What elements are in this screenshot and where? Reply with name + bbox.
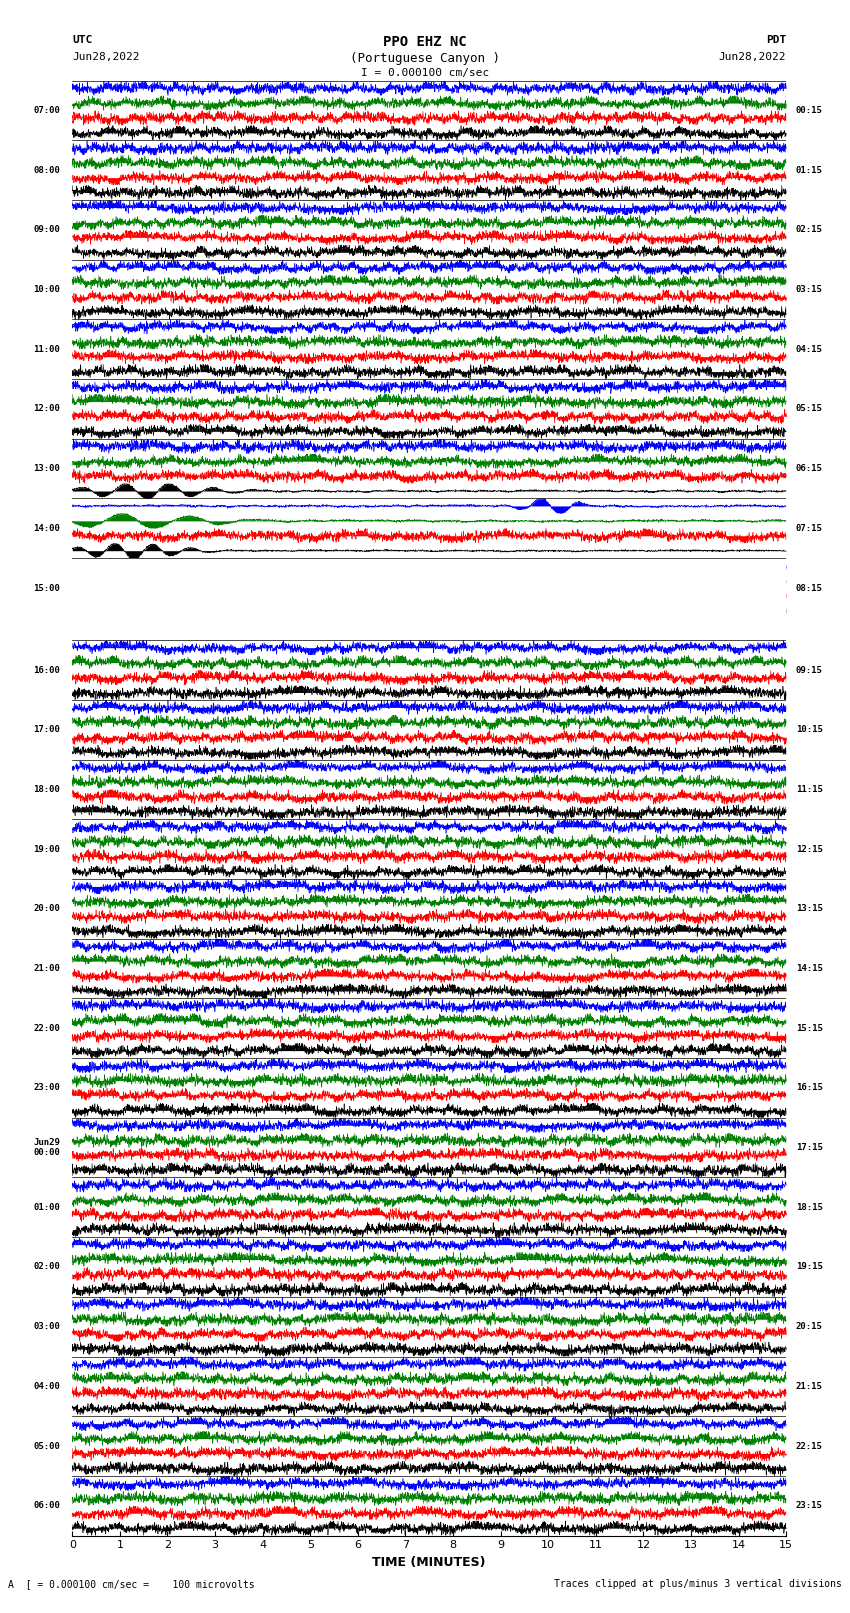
Text: 00:15: 00:15	[796, 106, 823, 115]
Text: 15:15: 15:15	[796, 1024, 823, 1032]
Text: A  [ = 0.000100 cm/sec =    100 microvolts: A [ = 0.000100 cm/sec = 100 microvolts	[8, 1579, 255, 1589]
Text: I = 0.000100 cm/sec: I = 0.000100 cm/sec	[361, 68, 489, 77]
Text: 05:00: 05:00	[33, 1442, 60, 1450]
Text: 21:00: 21:00	[33, 965, 60, 973]
Text: 19:00: 19:00	[33, 845, 60, 853]
Text: 18:00: 18:00	[33, 786, 60, 794]
Text: 19:15: 19:15	[796, 1263, 823, 1271]
Text: 20:15: 20:15	[796, 1323, 823, 1331]
Text: PDT: PDT	[766, 35, 786, 45]
Text: 01:15: 01:15	[796, 166, 823, 174]
Text: 02:15: 02:15	[796, 226, 823, 234]
Text: 09:00: 09:00	[33, 226, 60, 234]
Text: 13:15: 13:15	[796, 905, 823, 913]
Text: 07:00: 07:00	[33, 106, 60, 115]
Text: UTC: UTC	[72, 35, 93, 45]
Text: 02:00: 02:00	[33, 1263, 60, 1271]
Text: 15:00: 15:00	[33, 584, 60, 592]
Text: 04:00: 04:00	[33, 1382, 60, 1390]
Text: 16:00: 16:00	[33, 666, 60, 674]
Text: 21:15: 21:15	[796, 1382, 823, 1390]
Text: 03:00: 03:00	[33, 1323, 60, 1331]
Text: 07:15: 07:15	[796, 524, 823, 532]
Text: 10:00: 10:00	[33, 286, 60, 294]
Text: Traces clipped at plus/minus 3 vertical divisions: Traces clipped at plus/minus 3 vertical …	[553, 1579, 842, 1589]
Text: 22:00: 22:00	[33, 1024, 60, 1032]
Text: 14:00: 14:00	[33, 524, 60, 532]
Text: (Portuguese Canyon ): (Portuguese Canyon )	[350, 52, 500, 65]
Text: 16:15: 16:15	[796, 1084, 823, 1092]
Text: 04:15: 04:15	[796, 345, 823, 353]
Text: Jun29
00:00: Jun29 00:00	[33, 1137, 60, 1157]
Bar	[72, 558, 786, 640]
Text: 14:15: 14:15	[796, 965, 823, 973]
Text: 17:15: 17:15	[796, 1144, 823, 1152]
Text: 01:00: 01:00	[33, 1203, 60, 1211]
Text: 10:15: 10:15	[796, 726, 823, 734]
X-axis label: TIME (MINUTES): TIME (MINUTES)	[372, 1557, 486, 1569]
Text: 18:15: 18:15	[796, 1203, 823, 1211]
Text: 11:00: 11:00	[33, 345, 60, 353]
Text: 05:15: 05:15	[796, 405, 823, 413]
Text: 06:15: 06:15	[796, 465, 823, 473]
Text: PPO EHZ NC: PPO EHZ NC	[383, 35, 467, 50]
Text: 20:00: 20:00	[33, 905, 60, 913]
Text: 06:00: 06:00	[33, 1502, 60, 1510]
Text: 12:00: 12:00	[33, 405, 60, 413]
Text: 08:00: 08:00	[33, 166, 60, 174]
Text: 22:15: 22:15	[796, 1442, 823, 1450]
Text: Jun28,2022: Jun28,2022	[72, 52, 139, 61]
Text: 23:15: 23:15	[796, 1502, 823, 1510]
Text: 13:00: 13:00	[33, 465, 60, 473]
Text: 03:15: 03:15	[796, 286, 823, 294]
Text: 12:15: 12:15	[796, 845, 823, 853]
Text: 11:15: 11:15	[796, 786, 823, 794]
Text: 17:00: 17:00	[33, 726, 60, 734]
Text: 23:00: 23:00	[33, 1084, 60, 1092]
Text: 08:15: 08:15	[796, 584, 823, 592]
Text: Jun28,2022: Jun28,2022	[719, 52, 786, 61]
Text: 09:15: 09:15	[796, 666, 823, 674]
